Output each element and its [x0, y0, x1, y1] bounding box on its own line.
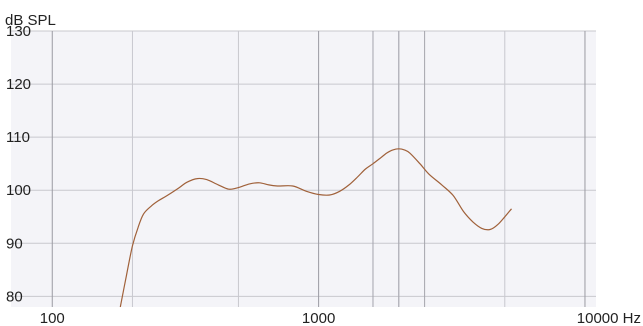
- response-curve: [119, 148, 512, 308]
- y-tick-label: 90: [6, 235, 23, 252]
- x-tick-label: 100: [40, 310, 65, 326]
- major-grid: [51, 31, 586, 307]
- y-tick-label: 100: [6, 182, 31, 199]
- y-axis-label: dB SPL: [5, 12, 56, 29]
- x-tick-label: 10000 Hz: [577, 310, 641, 326]
- y-tick-label: 120: [6, 76, 31, 93]
- tick-labels: 80 90 100 110 120 130 100 1000 10000 Hz: [6, 23, 641, 326]
- x-tick-label: 1000: [302, 310, 335, 326]
- y-tick-label: 110: [6, 129, 30, 146]
- y-tick-label: 130: [6, 23, 31, 40]
- y-tick-label: 80: [6, 288, 23, 305]
- plot-background: [11, 31, 596, 307]
